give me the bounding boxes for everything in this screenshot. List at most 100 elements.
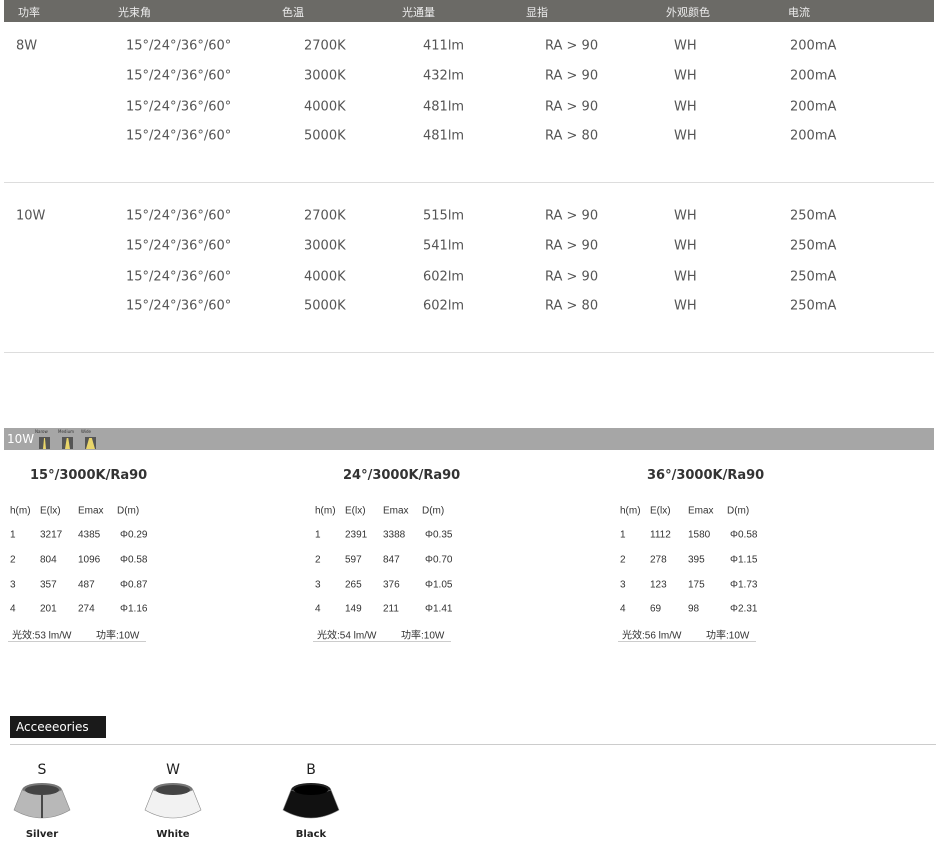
- table-cell: 211: [383, 603, 399, 615]
- spec-cell: 5000K: [304, 298, 346, 314]
- spec-cell: 2700K: [304, 208, 346, 224]
- table-cell: 175: [688, 579, 705, 591]
- spec-cell: 411lm: [423, 38, 465, 54]
- spec-cell: 250mA: [790, 269, 837, 285]
- spec-cell: 4000K: [304, 269, 346, 285]
- column-header: 色温: [282, 6, 304, 19]
- column-header: E(lx): [345, 505, 366, 517]
- spec-cell: WH: [674, 99, 697, 115]
- column-header: h(m): [315, 505, 336, 517]
- table-cell: Φ0.70: [425, 554, 453, 566]
- table-cell: 1112: [650, 529, 671, 541]
- table-cell: 4: [620, 603, 626, 615]
- table-cell: 265: [345, 579, 362, 591]
- accessory-letter: W: [166, 762, 180, 778]
- spec-cell: RA > 90: [545, 99, 599, 115]
- table-cell: Φ1.73: [730, 579, 758, 591]
- spec-cell: 602lm: [423, 298, 465, 314]
- spec-cell: 250mA: [790, 208, 837, 224]
- spec-cell: WH: [674, 38, 697, 54]
- column-header: 功率: [18, 6, 40, 19]
- underline: [618, 641, 756, 642]
- table-cell: 149: [345, 603, 362, 615]
- table-cell: Φ0.58: [120, 554, 148, 566]
- efficacy-label: 光效:54 lm/W: [317, 630, 377, 642]
- reflector-ring-icon: [141, 780, 205, 822]
- table-cell: 357: [40, 579, 57, 591]
- table-cell: 597: [345, 554, 362, 566]
- accessory-name: White: [156, 829, 190, 840]
- table-cell: 4: [315, 603, 321, 615]
- power-label: 功率:10W: [96, 630, 140, 642]
- medium-beam-icon: Medium: [58, 429, 74, 449]
- table-cell: 2: [315, 554, 321, 566]
- table-cell: 274: [78, 603, 95, 615]
- spec-cell: 15°/24°/36°/60°: [126, 128, 232, 144]
- spec-cell: 4000K: [304, 99, 346, 115]
- column-header: D(m): [422, 505, 445, 517]
- spec-cell: WH: [674, 68, 697, 84]
- table-cell: 804: [40, 554, 57, 566]
- spec-cell: 15°/24°/36°/60°: [126, 298, 232, 314]
- table-cell: 2: [10, 554, 16, 566]
- column-header: 外观颜色: [666, 6, 710, 19]
- table-cell: 123: [650, 579, 667, 591]
- table-cell: 4: [10, 603, 16, 615]
- column-header: Emax: [78, 505, 104, 517]
- photometric-bar: 10W Narow Medium Wide: [4, 428, 934, 450]
- spec-cell: 481lm: [423, 99, 465, 115]
- power-value: 8W: [16, 38, 38, 54]
- spec-cell: 250mA: [790, 238, 837, 254]
- spec-cell: RA > 80: [545, 298, 599, 314]
- table-cell: Φ0.87: [120, 579, 148, 591]
- spec-cell: 3000K: [304, 238, 346, 254]
- column-header: h(m): [10, 505, 31, 517]
- power-value: 10W: [16, 208, 46, 224]
- column-header: D(m): [727, 505, 750, 517]
- column-header: h(m): [620, 505, 641, 517]
- table-title: 15°/3000K/Ra90: [30, 468, 148, 483]
- spec-cell: 2700K: [304, 38, 346, 54]
- spec-cell: WH: [674, 269, 697, 285]
- underline: [313, 641, 451, 642]
- power-label: 功率:10W: [401, 630, 445, 642]
- table-cell: 1: [10, 529, 16, 541]
- efficacy-label: 光效:53 lm/W: [12, 630, 72, 642]
- column-header: 电流: [788, 6, 810, 19]
- table-cell: 2: [620, 554, 626, 566]
- table-cell: 3217: [40, 529, 63, 541]
- table-cell: 4385: [78, 529, 101, 541]
- table-cell: 69: [650, 603, 662, 615]
- table-cell: Φ1.41: [425, 603, 453, 615]
- divider: [4, 352, 934, 353]
- underline: [8, 641, 146, 642]
- power-label: 功率:10W: [706, 630, 750, 642]
- reflector-ring-icon: [279, 780, 343, 822]
- spec-cell: 432lm: [423, 68, 465, 84]
- table-cell: Φ2.31: [730, 603, 758, 615]
- spec-cell: 15°/24°/36°/60°: [126, 38, 232, 54]
- table-cell: Φ1.15: [730, 554, 758, 566]
- reflector-ring-icon: [10, 780, 74, 822]
- spec-table-header: 功率 光束角 色温 光通量 显指 外观颜色 电流: [4, 0, 934, 22]
- spec-cell: 200mA: [790, 128, 837, 144]
- spec-cell: 15°/24°/36°/60°: [126, 238, 232, 254]
- spec-cell: 200mA: [790, 99, 837, 115]
- column-header: Emax: [383, 505, 409, 517]
- divider: [10, 744, 936, 745]
- spec-cell: RA > 90: [545, 68, 599, 84]
- column-header: 光束角: [118, 6, 151, 19]
- divider: [4, 182, 934, 183]
- table-cell: 487: [78, 579, 95, 591]
- spec-cell: 5000K: [304, 128, 346, 144]
- column-header: E(lx): [40, 505, 61, 517]
- spec-cell: 15°/24°/36°/60°: [126, 269, 232, 285]
- table-cell: 201: [40, 603, 57, 615]
- table-cell: 3: [620, 579, 626, 591]
- table-title: 36°/3000K/Ra90: [647, 468, 765, 483]
- table-title: 24°/3000K/Ra90: [343, 468, 461, 483]
- column-header: Emax: [688, 505, 714, 517]
- spec-cell: 15°/24°/36°/60°: [126, 68, 232, 84]
- table-cell: 2391: [345, 529, 368, 541]
